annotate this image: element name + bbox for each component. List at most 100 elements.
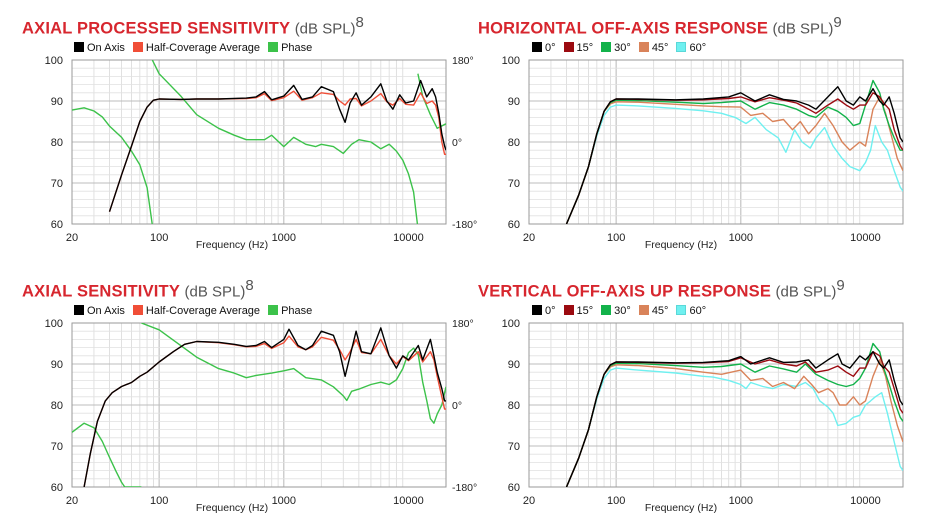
chart-legend: 0° 15° 30° 45° 60° (532, 305, 714, 317)
chart-title-footnote: 8 (245, 277, 254, 294)
legend-swatch (676, 305, 687, 315)
grid (528, 59, 903, 225)
legend-label: 15° (576, 305, 594, 317)
x-tick-label: 10000 (393, 495, 424, 507)
x-tick-label: 1000 (729, 232, 753, 244)
chart-legend: 0° 15° 30° 45° 60° (532, 42, 714, 54)
series-line-0 (565, 86, 903, 224)
legend-label: 0° (545, 305, 556, 317)
legend-item: 60° (676, 42, 706, 54)
x-tick-label: 20 (523, 495, 535, 507)
series-group (72, 323, 446, 487)
chart-title-units: (dB SPL) (772, 20, 834, 38)
grid (71, 322, 446, 488)
chart-title-units: (dB SPL) (775, 283, 837, 301)
legend-swatch (676, 42, 687, 52)
x-tick-label: 20 (66, 495, 78, 507)
y-tick-label: 60 (508, 482, 520, 494)
legend-label: 0° (545, 42, 556, 54)
y2-tick-label: 180° (452, 318, 474, 330)
x-tick-label: 100 (150, 232, 168, 244)
legend-label: 30° (614, 42, 631, 54)
legend-swatch (638, 42, 649, 52)
y-tick-label: 100 (45, 318, 63, 330)
legend-swatch (268, 305, 279, 315)
legend-label: 15° (576, 42, 594, 54)
x-axis-label: Frequency (Hz) (196, 239, 268, 251)
y-tick-label: 90 (51, 96, 63, 108)
y-tick-label: 60 (508, 219, 520, 231)
chart-title: AXIAL SENSITIVITY (dB SPL)8 (22, 277, 254, 301)
legend-item: 0° (532, 305, 556, 317)
x-tick-label: 100 (607, 232, 625, 244)
y-tick-label: 100 (45, 55, 63, 67)
y2-tick-label: -180° (452, 219, 477, 231)
series-line-on-axis (83, 327, 446, 487)
series-line-phase (72, 323, 446, 487)
plot-border (71, 59, 447, 225)
x-tick-label: 10000 (850, 495, 881, 507)
y2-tick-label: -180° (452, 482, 477, 494)
x-tick-label: 100 (607, 495, 625, 507)
x-axis-label: Frequency (Hz) (645, 502, 717, 514)
x-tick-label: 20 (66, 232, 78, 244)
chart-title-main: HORIZONTAL OFF-AXIS RESPONSE (478, 19, 769, 38)
y-tick-label: 70 (508, 178, 520, 190)
grid (71, 59, 446, 225)
chart-title: AXIAL PROCESSED SENSITIVITY (dB SPL)8 (22, 14, 364, 38)
chart-title-footnote: 8 (355, 14, 364, 31)
legend-item: On Axis (74, 305, 125, 317)
legend-swatch (563, 42, 574, 52)
plot-border (71, 322, 447, 488)
series-group (565, 79, 903, 224)
chart-panel-axial-sensitivity: AXIAL SENSITIVITY (dB SPL)8 On Axis Half-… (0, 264, 478, 528)
chart-legend: On Axis Half-Coverage Average Phase (74, 42, 320, 54)
legend-item: On Axis (74, 42, 125, 54)
legend-label: On Axis (87, 305, 125, 317)
y-tick-label: 60 (51, 219, 63, 231)
y-tick-label: 90 (508, 359, 520, 371)
x-tick-label: 1000 (272, 495, 296, 507)
y-tick-label: 90 (508, 96, 520, 108)
legend-item: 45° (638, 305, 669, 317)
legend-swatch (601, 42, 612, 52)
y-tick-label: 80 (508, 137, 520, 149)
chart-title-main: AXIAL PROCESSED SENSITIVITY (22, 19, 291, 38)
y2-tick-label: 0° (452, 400, 462, 412)
x-tick-label: 10000 (393, 232, 424, 244)
chart-title-main: AXIAL SENSITIVITY (22, 282, 181, 301)
legend-swatch (132, 42, 143, 52)
legend-label: 45° (651, 305, 669, 317)
series-group (565, 342, 903, 487)
legend-label: Half-Coverage Average (145, 305, 261, 317)
legend-swatch (268, 42, 279, 52)
chart-title-units: (dB SPL) (184, 283, 246, 301)
x-axis-label: Frequency (Hz) (645, 239, 717, 251)
y-tick-label: 70 (51, 441, 63, 453)
legend-item: Half-Coverage Average (132, 305, 261, 317)
legend-item: 0° (532, 42, 556, 54)
legend-item: 30° (601, 42, 631, 54)
legend-swatch (601, 305, 612, 315)
series-group (72, 60, 446, 224)
legend-item: Half-Coverage Average (132, 42, 261, 54)
legend-swatch (532, 305, 542, 315)
legend-label: 45° (651, 42, 669, 54)
chart-title: HORIZONTAL OFF-AXIS RESPONSE (dB SPL)9 (478, 14, 842, 38)
series-line-45 (565, 96, 903, 224)
legend-label: 60° (689, 305, 707, 317)
y-tick-label: 80 (508, 400, 520, 412)
legend-item: Phase (268, 42, 312, 54)
legend-label: Phase (281, 305, 313, 317)
legend-label: On Axis (87, 42, 125, 54)
y-tick-label: 100 (502, 318, 520, 330)
legend-item: 30° (601, 305, 631, 317)
y-tick-label: 70 (51, 178, 63, 190)
y-tick-label: 70 (508, 441, 520, 453)
x-tick-label: 10000 (850, 232, 881, 244)
x-tick-label: 100 (150, 495, 168, 507)
legend-label: Half-Coverage Average (145, 42, 261, 54)
